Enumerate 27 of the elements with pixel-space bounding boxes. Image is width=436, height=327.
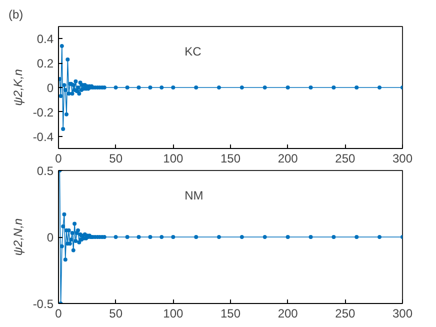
annotation: NM	[184, 188, 204, 202]
annotation: KC	[184, 44, 202, 58]
x-tick-label: 200	[278, 306, 298, 320]
x-tick-label: 50	[109, 306, 123, 320]
x-tick-label: 0	[55, 152, 62, 166]
y-axis-title: ψ2,K,n	[10, 68, 25, 106]
chart-title: (b)	[8, 8, 24, 22]
y-tick-label: 0	[46, 81, 54, 95]
y-tick-label: -0.5	[32, 297, 54, 311]
x-tick-label: 250	[335, 306, 356, 320]
x-tick-label: 100	[163, 152, 184, 166]
x-tick-label: 100	[163, 306, 184, 320]
y-tick-label: 0	[46, 230, 54, 244]
x-tick-label: 200	[278, 152, 298, 166]
x-tick-label: 150	[220, 306, 241, 320]
y-tick-label: 0.2	[36, 56, 54, 71]
x-tick-label: 300	[392, 152, 413, 166]
x-tick-label: 0	[55, 306, 62, 320]
y-tick-label: 0.5	[36, 164, 54, 178]
x-tick-label: 150	[220, 152, 241, 166]
y-axis-title: ψ2,N,n	[10, 218, 25, 256]
y-tick-label: 0.4	[36, 32, 54, 46]
y-tick-label: -0.4	[32, 130, 54, 144]
x-tick-label: 50	[109, 152, 123, 166]
y-tick-label: -0.2	[32, 105, 54, 120]
x-tick-label: 250	[335, 152, 356, 166]
x-tick-label: 300	[392, 306, 413, 320]
